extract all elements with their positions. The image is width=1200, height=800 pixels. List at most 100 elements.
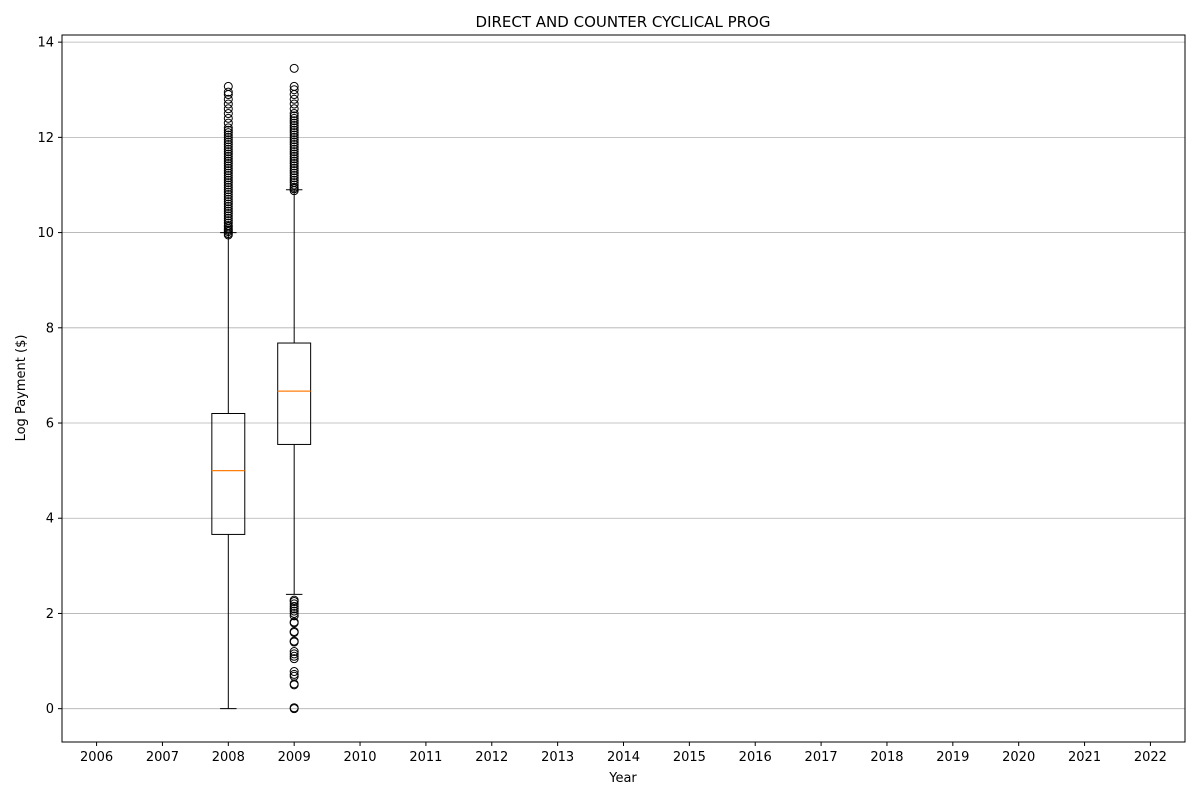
outlier-point	[289, 63, 299, 73]
outlier-point	[223, 168, 233, 178]
outlier-point	[223, 132, 233, 142]
x-tick-label: 2011	[409, 750, 442, 765]
outlier-point	[223, 104, 233, 114]
outlier-point	[223, 156, 233, 166]
outlier-point	[223, 161, 233, 171]
outlier-point	[223, 194, 233, 204]
outlier-point	[223, 213, 233, 223]
y-axis-ticks: 0 2 4 6 8 10 12 14	[37, 36, 62, 717]
outlier-point	[289, 151, 299, 161]
outlier-point	[289, 667, 299, 677]
outlier-point	[223, 173, 233, 183]
x-axis-ticks: 2006 2007 2008 2009 2010 2011 2012 2013 2014 2015…	[80, 742, 1167, 765]
outlier-point	[223, 118, 233, 128]
outlier-point	[289, 99, 299, 109]
x-tick-label: 2017	[805, 750, 838, 765]
x-tick-label: 2021	[1068, 750, 1101, 765]
outlier-point	[223, 109, 233, 119]
outlier-point	[289, 608, 299, 618]
box-2009	[277, 63, 312, 714]
outlier-point	[289, 611, 299, 621]
outlier-point	[289, 159, 299, 169]
outlier-point	[223, 199, 233, 209]
outlier-point	[223, 204, 233, 214]
outlier-point	[289, 671, 299, 681]
y-tick-label: 12	[37, 131, 54, 146]
outlier-point	[223, 216, 233, 226]
outlier-point	[289, 118, 299, 128]
outlier-point	[289, 175, 299, 185]
outlier-point	[223, 175, 233, 185]
outlier-point	[289, 604, 299, 614]
outlier-point	[223, 180, 233, 190]
outlier-point	[289, 669, 299, 679]
outlier-point	[223, 142, 233, 152]
outlier-point	[289, 617, 299, 627]
x-tick-label: 2007	[146, 750, 179, 765]
outlier-point	[223, 189, 233, 199]
outlier-point	[223, 140, 233, 150]
x-tick-label: 2020	[1002, 750, 1035, 765]
chart-title: DIRECT AND COUNTER CYCLICAL PROG	[476, 13, 771, 31]
outlier-point	[289, 606, 299, 616]
outlier-point	[289, 636, 299, 646]
outlier-point	[223, 147, 233, 157]
y-tick-label: 8	[46, 321, 54, 336]
outlier-point	[289, 178, 299, 188]
outlier-point	[223, 159, 233, 169]
outlier-point	[223, 209, 233, 219]
outlier-point	[223, 128, 233, 138]
outlier-point	[223, 130, 233, 140]
outlier-point	[289, 654, 299, 664]
x-tick-label: 2009	[278, 750, 311, 765]
outlier-point	[289, 85, 299, 95]
outlier-point	[289, 180, 299, 190]
outlier-point	[289, 173, 299, 183]
outlier-point	[223, 187, 233, 197]
y-tick-label: 4	[46, 512, 54, 527]
outlier-point	[223, 201, 233, 211]
outlier-point	[223, 144, 233, 154]
iqr-box	[211, 412, 246, 535]
outlier-point	[223, 99, 233, 109]
outlier-point	[223, 125, 233, 135]
outlier-point	[289, 116, 299, 126]
outlier-point	[289, 142, 299, 152]
outlier-point	[223, 87, 233, 97]
outlier-point	[223, 220, 233, 230]
y-tick-label: 2	[46, 607, 54, 622]
outlier-point	[223, 81, 233, 91]
outlier-point	[223, 123, 233, 133]
grid-lines	[62, 41, 1185, 710]
outlier-point	[289, 128, 299, 138]
x-tick-label: 2012	[475, 750, 508, 765]
x-axis-label: Year	[608, 771, 637, 786]
outlier-point	[289, 113, 299, 123]
y-tick-label: 14	[37, 36, 54, 51]
box-layer	[211, 63, 312, 714]
outlier-point	[223, 149, 233, 159]
outlier-point	[223, 166, 233, 176]
outlier-point	[289, 109, 299, 119]
outlier-point	[223, 197, 233, 207]
x-tick-label: 2015	[673, 750, 706, 765]
outlier-point	[223, 192, 233, 202]
outlier-point	[223, 154, 233, 164]
outlier-point	[289, 168, 299, 178]
outlier-point	[289, 703, 299, 713]
outlier-point	[223, 151, 233, 161]
outlier-point	[223, 137, 233, 147]
outlier-point	[289, 144, 299, 154]
outlier-point	[289, 125, 299, 135]
outlier-point	[289, 182, 299, 192]
outlier-point	[289, 166, 299, 176]
outlier-point	[289, 595, 299, 605]
outlier-point	[289, 130, 299, 140]
outlier-point	[289, 647, 299, 657]
outlier-point	[289, 137, 299, 147]
outlier-point	[223, 170, 233, 180]
x-tick-label: 2016	[739, 750, 772, 765]
outlier-point	[289, 111, 299, 121]
outlier-point	[289, 627, 299, 637]
